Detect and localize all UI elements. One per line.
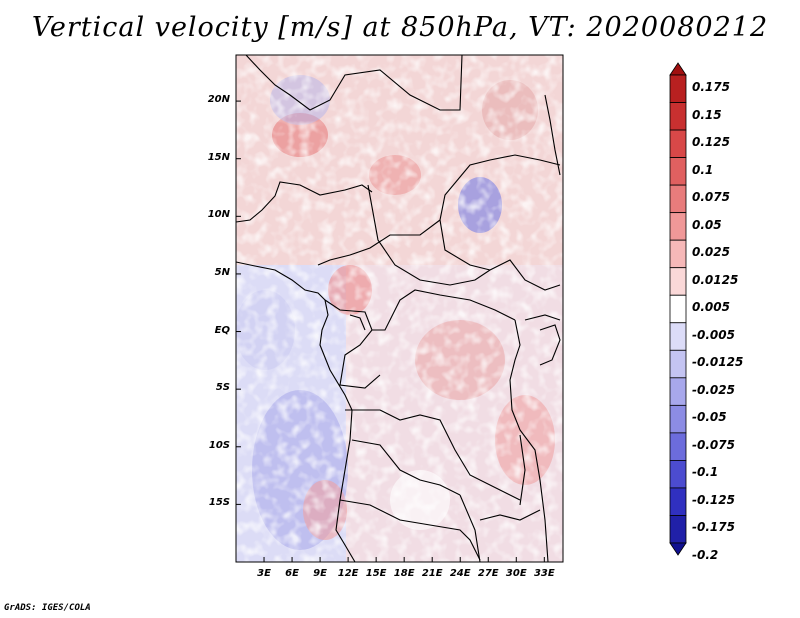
colorbar-label: -0.175 bbox=[692, 520, 735, 535]
lon-label: 3E bbox=[257, 568, 271, 579]
axis-ticks bbox=[236, 100, 545, 562]
colorbar-label: -0.075 bbox=[692, 437, 735, 452]
colorbar-segment bbox=[669, 515, 687, 544]
colorbar-segment bbox=[669, 239, 687, 269]
colorbar-segment bbox=[669, 62, 687, 76]
colorbar-label: -0.1 bbox=[692, 465, 719, 480]
colorbar-label: -0.2 bbox=[692, 548, 719, 562]
colorbar-segment bbox=[669, 74, 687, 103]
colorbar-label: -0.0125 bbox=[692, 355, 744, 370]
lon-label: 18E bbox=[393, 568, 415, 579]
lon-label: 6E bbox=[285, 568, 299, 579]
lat-label: 5N bbox=[214, 266, 230, 278]
colorbar-segment bbox=[669, 542, 687, 556]
colorbar-label: 0.125 bbox=[692, 135, 730, 150]
colorbar-label: 0.15 bbox=[692, 107, 722, 122]
colorbar-label: 0.0125 bbox=[692, 272, 739, 287]
colorbar-label: 0.075 bbox=[692, 190, 730, 205]
colorbar-segment bbox=[669, 212, 687, 241]
lon-label: 21E bbox=[421, 568, 443, 579]
lon-label: 12E bbox=[337, 568, 359, 579]
colorbar-label: -0.05 bbox=[692, 410, 727, 425]
lon-label: 27E bbox=[477, 568, 499, 579]
speckle-texture bbox=[236, 55, 563, 562]
grads-credit: GrADS: IGES/COLA bbox=[4, 603, 91, 613]
colorbar-segment bbox=[669, 102, 687, 131]
colorbar-segment bbox=[669, 460, 687, 489]
colorbar-label: 0.175 bbox=[692, 80, 730, 94]
lon-label: 24E bbox=[449, 568, 471, 579]
colorbar-label: -0.025 bbox=[692, 382, 735, 397]
map-frame bbox=[235, 54, 564, 563]
colorbar-segment bbox=[669, 322, 687, 351]
lon-label: 15E bbox=[365, 568, 387, 579]
coastlines-borders bbox=[236, 55, 561, 562]
colorbar-label: 0.05 bbox=[692, 217, 722, 232]
colorbar-segment bbox=[669, 184, 687, 214]
map-field bbox=[236, 55, 563, 562]
colorbar-segment bbox=[669, 267, 687, 296]
colorbar-segment bbox=[669, 294, 687, 324]
colorbar-segment bbox=[669, 129, 687, 158]
colorbar-label: -0.005 bbox=[692, 327, 735, 342]
colorbar-segment bbox=[669, 349, 687, 379]
colorbar-label: 0.1 bbox=[692, 162, 714, 177]
lon-label: 33E bbox=[533, 568, 555, 579]
lon-label: 9E bbox=[313, 568, 327, 579]
lat-label: 15N bbox=[207, 151, 230, 163]
lat-label: 15S bbox=[208, 497, 230, 509]
lat-label: 10N bbox=[207, 209, 230, 221]
colorbar-segment bbox=[669, 157, 687, 186]
lon-label: 30E bbox=[505, 568, 527, 579]
colorbar-segment bbox=[669, 487, 687, 516]
colorbar-segment bbox=[669, 404, 687, 434]
chart-title: Vertical velocity [m/s] at 850hPa, VT: 2… bbox=[31, 12, 769, 43]
colorbar-segment bbox=[669, 377, 687, 406]
colorbar-label: -0.125 bbox=[692, 492, 735, 507]
colorbar-label: 0.025 bbox=[692, 245, 730, 260]
colorbar-segment bbox=[669, 432, 687, 461]
colorbar-label: 0.005 bbox=[692, 300, 730, 315]
lat-label: 5S bbox=[215, 382, 230, 394]
lat-label: 10S bbox=[208, 439, 230, 451]
lat-label: EQ bbox=[214, 324, 230, 336]
lat-label: 20N bbox=[207, 94, 230, 106]
